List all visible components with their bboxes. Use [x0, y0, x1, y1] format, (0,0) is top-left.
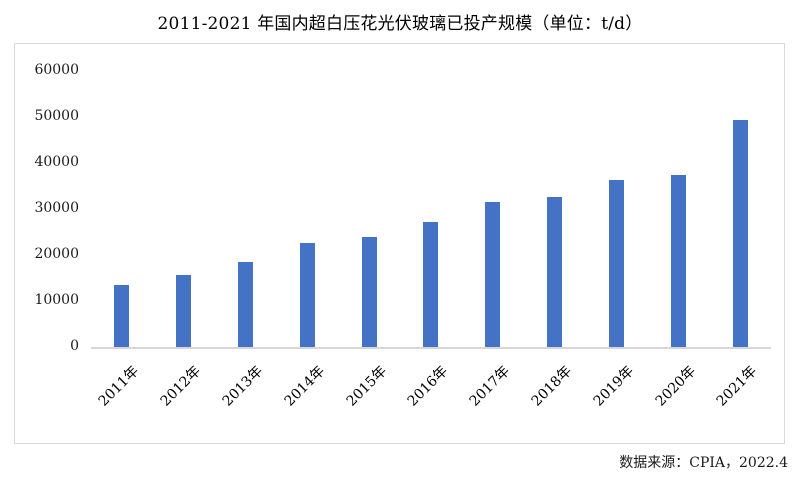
x-tick-label: 2017年 — [466, 363, 514, 410]
y-tick-label: 40000 — [34, 154, 79, 170]
x-category-cell: 2020年 — [647, 349, 709, 419]
bar-2013年 — [238, 261, 254, 347]
x-tick-label: 2012年 — [157, 363, 205, 410]
bar-2021年 — [732, 119, 748, 347]
x-category-cell: 2011年 — [91, 349, 153, 419]
y-tick-label: 20000 — [34, 246, 79, 262]
y-tick-label: 10000 — [34, 292, 79, 308]
bar-2018年 — [547, 196, 563, 347]
bar-2012年 — [176, 275, 192, 347]
y-tick-label: 60000 — [34, 62, 79, 78]
bar-category — [276, 71, 338, 347]
bar-2014年 — [299, 243, 315, 347]
plot-area — [91, 71, 771, 349]
x-tick-label: 2014年 — [281, 363, 328, 410]
x-axis-labels: 2011年 2012年 2013年 2014年 2015年 2016年 2017年 2018年… — [91, 349, 771, 419]
x-tick-label: 2016年 — [404, 363, 452, 410]
x-category-cell: 2018年 — [524, 349, 586, 419]
bar-category — [338, 71, 400, 347]
y-tick-label: 50000 — [34, 108, 79, 124]
bar-2015年 — [361, 237, 377, 347]
bar-category — [524, 71, 586, 347]
x-tick-label: 2020年 — [652, 363, 699, 410]
x-category-cell: 2021年 — [709, 349, 771, 419]
bar-2016年 — [423, 221, 439, 347]
x-category-cell: 2015年 — [338, 349, 400, 419]
source-note: 数据来源：CPIA，2022.4 — [619, 455, 788, 471]
bar-category — [586, 71, 648, 347]
bar-category — [462, 71, 524, 347]
bar-category — [215, 71, 277, 347]
x-category-cell: 2017年 — [462, 349, 524, 419]
x-category-cell: 2016年 — [400, 349, 462, 419]
bars-container — [91, 71, 771, 347]
x-tick-label: 2015年 — [343, 363, 390, 410]
bar-2017年 — [485, 202, 501, 347]
bar-category — [153, 71, 215, 347]
bar-category — [400, 71, 462, 347]
y-tick-label: 30000 — [34, 200, 79, 216]
chart-frame: 0 10000 20000 30000 40000 50000 60000 2011年 201… — [14, 43, 785, 444]
bar-category — [647, 71, 709, 347]
bar-category — [709, 71, 771, 347]
bar-category — [91, 71, 153, 347]
bar-2011年 — [114, 285, 130, 347]
chart-title: 2011-2021 年国内超白压花光伏玻璃已投产规模（单位：t/d） — [157, 14, 643, 34]
x-tick-label: 2019年 — [590, 363, 637, 410]
x-category-cell: 2012年 — [153, 349, 215, 419]
bar-2019年 — [608, 180, 624, 347]
bar-2020年 — [670, 174, 686, 347]
x-tick-label: 2021年 — [714, 363, 761, 410]
x-category-cell: 2013年 — [215, 349, 277, 419]
x-tick-label: 2013年 — [219, 363, 266, 410]
x-category-cell: 2019年 — [586, 349, 648, 419]
y-tick-label: 0 — [70, 338, 79, 354]
x-tick-label: 2018年 — [528, 363, 576, 410]
x-category-cell: 2014年 — [276, 349, 338, 419]
x-tick-label: 2011年 — [95, 363, 143, 410]
